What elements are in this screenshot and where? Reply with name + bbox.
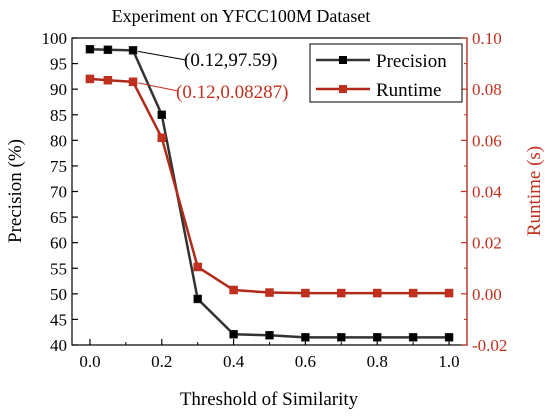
x-axis-ticks: 0.0 0.2 0.4 0.6 0.8 1.0 xyxy=(79,339,460,371)
data-point-precision xyxy=(157,110,167,119)
left-tick-label: 100 xyxy=(42,29,68,48)
annotation-leader-runtime xyxy=(137,82,179,92)
data-point-precision xyxy=(229,330,238,339)
data-point-precision xyxy=(408,333,418,342)
right-tick-label: 0.10 xyxy=(472,29,502,48)
legend: Precision Runtime xyxy=(309,43,463,103)
data-point-runtime xyxy=(408,288,418,298)
right-tick-label: 0.04 xyxy=(472,183,502,202)
legend-label-runtime: Runtime xyxy=(376,80,441,101)
data-point-runtime xyxy=(444,288,454,298)
left-tick-label: 90 xyxy=(50,80,67,99)
left-axis-label: Precision (%) xyxy=(5,139,26,243)
left-tick-label: 50 xyxy=(50,285,67,304)
data-point-runtime xyxy=(85,74,95,84)
data-point-runtime xyxy=(372,288,382,298)
right-tick-label: 0.00 xyxy=(472,285,502,304)
left-tick-label: 75 xyxy=(50,157,67,176)
legend-marker-runtime xyxy=(339,85,347,93)
legend-marker-precision xyxy=(339,56,347,64)
data-point-precision xyxy=(103,45,113,55)
data-point-precision xyxy=(128,46,138,55)
legend-label-precision: Precision xyxy=(376,51,447,72)
right-axis-label: Runtime (s) xyxy=(524,146,545,236)
data-point-runtime xyxy=(128,77,138,87)
data-point-runtime xyxy=(301,288,310,298)
annotation-precision: (0.12,97.59) xyxy=(184,50,277,71)
left-tick-label: 65 xyxy=(50,208,67,227)
data-point-precision xyxy=(193,294,202,304)
data-point-runtime xyxy=(229,285,238,295)
x-tick-label: 1.0 xyxy=(438,352,459,371)
data-point-runtime xyxy=(103,75,113,85)
x-tick-label: 0.8 xyxy=(367,352,388,371)
right-axis-ticks: -0.02 0.00 0.02 0.04 0.06 0.08 0.10 xyxy=(461,29,507,355)
annotation-runtime: (0.12,0.08287) xyxy=(176,82,288,103)
data-point-precision xyxy=(85,45,95,54)
left-tick-label: 85 xyxy=(50,106,67,125)
left-tick-label: 80 xyxy=(50,131,67,150)
data-point-runtime xyxy=(193,262,202,272)
annotation-layer: (0.12,97.59) (0.12,0.08287) xyxy=(137,50,288,103)
left-tick-label: 55 xyxy=(50,259,67,278)
chart-title: Experiment on YFCC100M Dataset xyxy=(112,6,371,26)
series-layer xyxy=(85,45,454,342)
right-tick-label: 0.02 xyxy=(472,234,502,253)
left-tick-label: 60 xyxy=(50,234,67,253)
annotation-leader-precision xyxy=(137,50,187,61)
x-axis-label: Threshold of Similarity xyxy=(180,389,359,410)
data-point-runtime xyxy=(157,133,167,143)
data-point-precision xyxy=(301,333,310,342)
x-tick-label: 0.2 xyxy=(151,352,172,371)
right-tick-label: -0.02 xyxy=(472,336,507,355)
right-tick-label: 0.08 xyxy=(472,80,502,99)
data-point-precision xyxy=(444,333,454,342)
data-point-precision xyxy=(372,333,382,342)
series-line-runtime xyxy=(89,77,450,295)
data-point-runtime xyxy=(265,288,274,297)
data-point-precision xyxy=(337,333,346,342)
left-tick-label: 95 xyxy=(50,55,67,74)
x-tick-label: 0.4 xyxy=(223,352,245,371)
left-tick-label: 70 xyxy=(50,183,67,202)
legend-frame xyxy=(309,43,463,103)
right-tick-label: 0.06 xyxy=(472,131,502,150)
data-point-runtime xyxy=(337,288,346,298)
x-tick-label: 0.0 xyxy=(79,352,100,371)
x-tick-label: 0.6 xyxy=(295,352,316,371)
left-axis-ticks: 40 45 50 55 60 65 70 75 80 85 90 95 100 xyxy=(42,29,78,355)
left-tick-label: 40 xyxy=(50,336,67,355)
data-point-precision xyxy=(265,331,274,340)
left-tick-label: 45 xyxy=(50,310,67,329)
